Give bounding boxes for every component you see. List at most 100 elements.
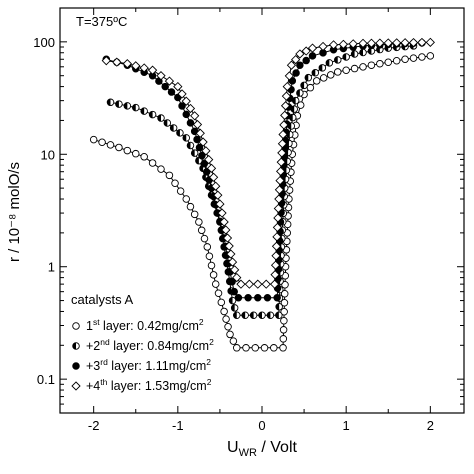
data-point [425,37,435,47]
data-point [279,326,288,334]
data-point [115,100,123,108]
data-point [182,134,190,142]
data-point-fill [296,89,300,97]
x-tick-label: -1 [172,418,184,433]
data-point-fill [312,69,316,77]
data-point [302,56,310,65]
data-point [230,287,238,296]
data-point [277,139,288,149]
data-point [178,102,186,110]
data-point [148,159,157,167]
data-point [401,55,409,64]
data-point [273,213,283,223]
data-point [295,49,305,59]
data-point-fill [140,107,145,115]
data-point-fill [187,142,191,149]
series-4 [101,37,435,289]
data-point [249,311,258,320]
data-point [277,148,287,158]
data-point [304,73,313,82]
data-point [186,119,195,127]
data-point-fill [115,100,119,108]
series-1 [89,52,435,352]
data-point [383,38,393,48]
data-point [176,129,184,137]
data-point [185,103,196,114]
data-point-fill [233,311,237,319]
data-point [200,160,209,168]
legend-entry: +3rd layer: 1.11mg/cm2 [72,357,211,373]
data-point [122,59,132,69]
data-point [207,261,216,270]
data-point [131,61,141,71]
data-point [338,39,348,49]
data-point [426,52,435,60]
data-point [279,335,288,343]
data-point [312,77,321,85]
data-point [220,307,228,316]
legend-label: +4th layer: 1.53mg/cm2 [86,377,212,393]
data-point-fill [195,157,199,165]
data-point [273,203,284,214]
x-axis-label-rest: / Volt [257,439,298,456]
x-tick-label: 2 [427,418,434,433]
data-point [319,74,328,82]
data-point [400,38,410,48]
data-point [197,226,206,235]
data-point [228,296,237,305]
data-point-fill [227,287,232,295]
data-point [72,362,80,370]
data-point [271,251,281,261]
data-point [190,210,199,219]
data-point-fill [191,149,195,157]
data-point [226,330,234,339]
data-point [358,38,368,48]
data-point [165,171,174,180]
legend-entry: 1st layer: 0.42mg/cm2 [72,317,204,333]
data-point [278,129,288,140]
data-point [269,279,280,289]
data-point [234,293,243,302]
data-point [325,59,334,67]
data-point [260,344,269,352]
data-point [211,280,220,288]
data-point [230,304,239,312]
data-point [392,38,402,48]
x-tick-label: 0 [258,418,265,433]
data-point [176,187,185,195]
x-tick-label: 1 [343,418,350,433]
data-point [282,81,292,92]
data-point [417,37,427,48]
data-point [228,278,236,286]
data-point [215,199,225,209]
data-point [274,194,284,204]
series-2 [106,42,418,320]
data-point-fill [124,102,128,110]
data-point [195,128,205,138]
data-point [229,337,238,345]
series-line [106,42,422,299]
data-point [115,143,123,152]
data-point [147,65,158,75]
data-point [72,322,80,330]
data-point [280,289,289,298]
data-point-fill [342,53,347,61]
legend-entry: +4th layer: 1.53mg/cm2 [71,377,212,393]
data-point [123,146,132,155]
data-point [221,225,231,235]
data-point-fill [326,59,330,67]
data-point-fill [359,49,363,56]
data-point [263,293,272,302]
data-point [71,381,81,391]
data-point [232,311,241,320]
data-point [279,344,287,352]
data-point [208,172,219,182]
data-point [308,52,317,60]
data-point [198,151,206,160]
data-point [227,257,238,267]
data-point [342,53,350,61]
data-point [232,272,242,283]
data-point [244,279,255,289]
series-line [93,55,431,349]
data-point-fill [334,56,338,64]
